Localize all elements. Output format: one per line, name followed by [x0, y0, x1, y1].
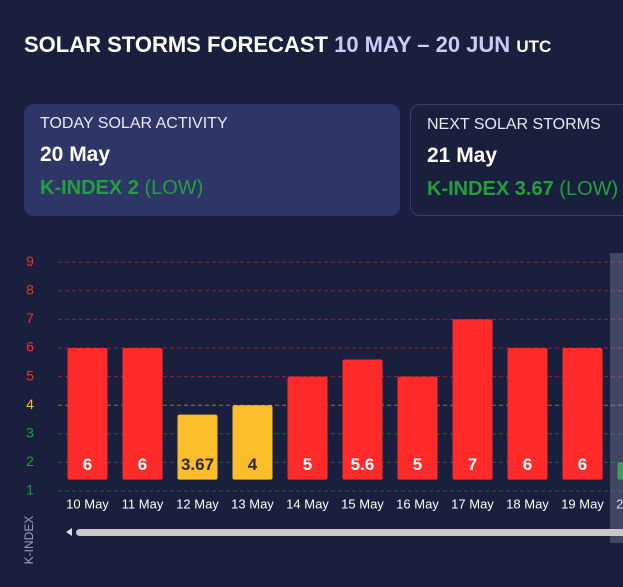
next-card: NEXT SOLAR STORMS 21 May K-INDEX 3.67 (L… — [410, 104, 623, 216]
value-label: 6 — [578, 455, 587, 474]
card-date: 20 May — [40, 143, 111, 166]
card-index: K-INDEX 3.67 (LOW) — [427, 178, 623, 201]
y-tick-label: 5 — [26, 367, 34, 383]
x-tick-label: 18 May — [506, 496, 549, 511]
date-range: 10 MAY – 20 JUN — [334, 32, 511, 57]
x-tick-label: 20 May — [616, 496, 623, 511]
x-tick-label: 15 May — [341, 496, 384, 511]
bar — [287, 376, 328, 480]
bar — [397, 376, 438, 480]
y-tick-label: 7 — [26, 310, 34, 326]
y-tick-label: 4 — [26, 396, 34, 412]
card-label: NEXT SOLAR STORMS — [427, 116, 601, 133]
y-tick-label: 1 — [26, 482, 34, 498]
value-label: 5 — [413, 455, 422, 474]
value-label: 4 — [248, 455, 258, 474]
scrollbar[interactable] — [76, 529, 623, 536]
bar — [232, 405, 273, 480]
level: (LOW) — [144, 177, 204, 199]
x-tick-label: 14 May — [286, 496, 329, 511]
value-label: 7 — [468, 455, 477, 474]
x-tick-label: 17 May — [451, 496, 494, 511]
today-card: TODAY SOLAR ACTIVITY 20 May K-INDEX 2 (L… — [24, 104, 400, 216]
scroll-left[interactable] — [66, 528, 72, 536]
bar — [67, 347, 108, 480]
card-index: K-INDEX 2 (LOW) — [40, 177, 384, 200]
bar — [507, 347, 548, 480]
title: SOLAR STORMS FORECAST — [24, 32, 328, 57]
x-tick-label: 19 May — [561, 496, 604, 511]
x-tick-label: 12 May — [176, 496, 219, 511]
y-tick-label: 9 — [26, 253, 34, 269]
value-label: 3.67 — [181, 455, 214, 474]
y-tick-label: 3 — [26, 425, 34, 441]
y-tick-label: 8 — [26, 281, 34, 297]
time-zone: UTC — [516, 37, 552, 56]
bar — [177, 414, 218, 480]
x-tick-label: 16 May — [396, 496, 439, 511]
value-label: 5 — [303, 455, 312, 474]
y-tick-label: 6 — [26, 339, 34, 355]
chart: K-INDEX 1 2 3 4 5 6 7 8 9 10 May 6 11 May 6 12 May 3.6… — [22, 253, 623, 565]
k-index: K-INDEX 2 — [40, 177, 139, 199]
x-tick-label: 13 May — [231, 496, 274, 511]
y-axis-label: K-INDEX — [22, 516, 36, 565]
header: SOLAR STORMS FORECAST 10 MAY – 20 JUN UT… — [24, 32, 551, 58]
scroll-fade — [610, 253, 623, 543]
value-label: 6 — [138, 455, 147, 474]
value-label: 5.6 — [351, 455, 375, 474]
bar — [452, 319, 493, 480]
bar — [342, 359, 383, 480]
bar — [562, 347, 603, 480]
x-tick-label: 10 May — [66, 496, 109, 511]
value-label: 6 — [523, 455, 532, 474]
level: (LOW) — [559, 178, 619, 200]
card-date: 21 May — [427, 144, 498, 167]
bar — [617, 462, 623, 480]
y-tick-label: 2 — [26, 453, 34, 469]
card-label: TODAY SOLAR ACTIVITY — [40, 115, 228, 132]
k-index: K-INDEX 3.67 — [427, 178, 554, 200]
value-label: 6 — [83, 455, 92, 474]
x-tick-label: 11 May — [122, 496, 164, 511]
bar — [122, 347, 163, 480]
